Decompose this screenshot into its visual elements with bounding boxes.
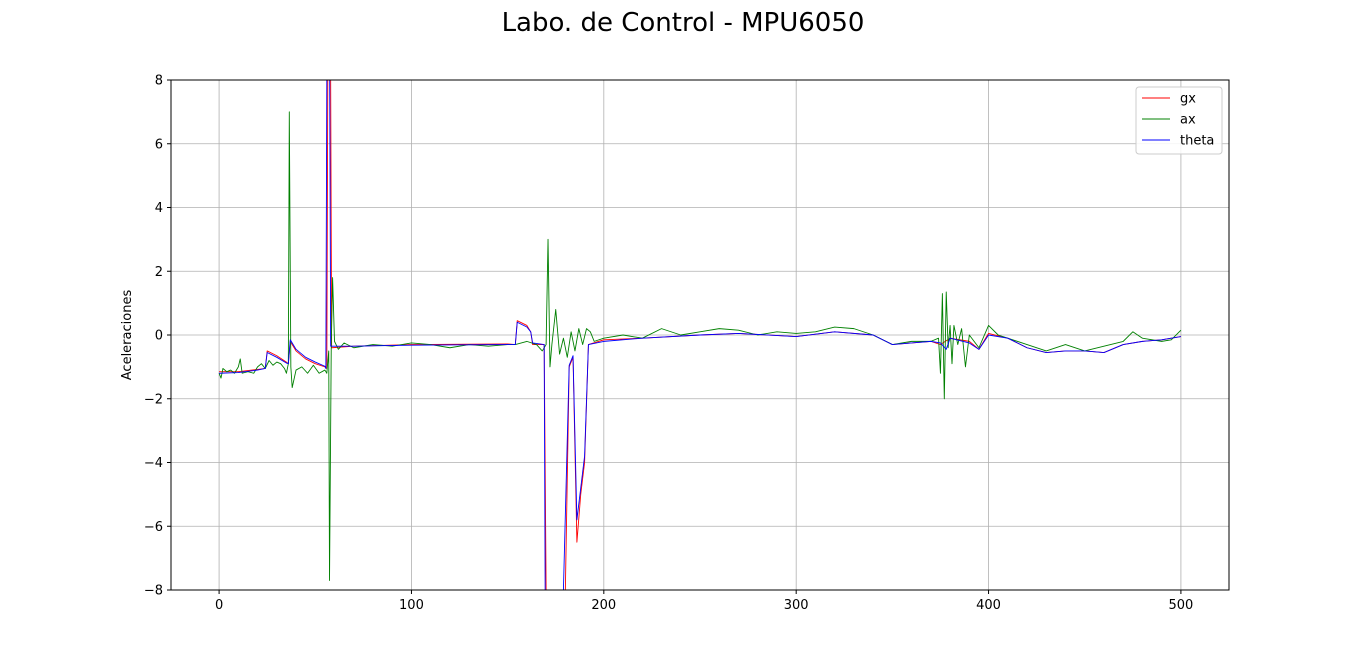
x-tick-label: 100 [399,598,424,613]
y-tick-label: 2 [155,265,163,280]
legend-label-gx: gx [1180,92,1196,107]
x-tick-label: 400 [976,598,1001,613]
x-tick-label: 300 [784,598,809,613]
y-tick-label: −6 [144,520,163,535]
series-line-ax [218,111,1182,581]
series-line-theta [219,80,1181,590]
x-tick-label: 0 [215,598,223,613]
legend-box [1135,86,1223,155]
chart-title: Labo. de Control - MPU6050 [501,8,865,38]
y-tick-label: 6 [155,137,163,152]
series-group [218,80,1182,590]
x-tick-label: 200 [591,598,616,613]
y-tick-label: −8 [144,584,163,599]
y-tick-label: 8 [155,74,163,89]
y-tick-label: −4 [144,456,163,471]
legend-label-theta: theta [1180,134,1214,149]
legend-label-ax: ax [1180,113,1196,128]
y-axis-label: Aceleraciones [120,290,135,381]
y-tick-label: 4 [155,201,163,216]
x-tick-label: 500 [1168,598,1193,613]
y-tick-label: −2 [144,392,163,407]
legend: gx ax theta [1135,86,1223,155]
y-tick-label: 0 [155,329,163,344]
